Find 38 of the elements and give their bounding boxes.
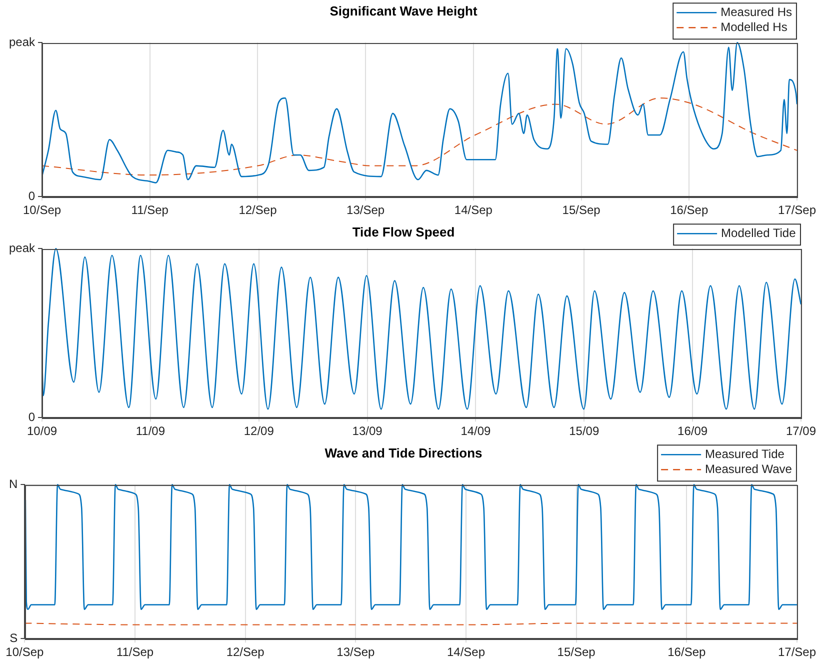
x-tick-label: 16/Sep xyxy=(670,203,708,218)
legend-label: Measured Wave xyxy=(705,462,792,476)
text: peak xyxy=(8,34,36,49)
chart-title: Significant Wave Height xyxy=(330,3,478,18)
x-tick-label: 11/Sep xyxy=(131,203,169,218)
legend-label: Modelled Hs xyxy=(720,20,788,34)
legend-label: Modelled Tide xyxy=(721,226,796,240)
x-tick-label: 14/Sep xyxy=(454,203,493,218)
chart-title: Wave and Tide Directions xyxy=(324,445,482,460)
x-tick-label: 17/Sep xyxy=(778,203,816,218)
x-tick-label: 12/Sep xyxy=(226,645,265,660)
legend-label: Measured Tide xyxy=(705,446,785,461)
x-tick-label: 10/Sep xyxy=(23,203,62,218)
x-tick-label: 10/09 xyxy=(27,424,58,438)
chart-title: Tide Flow Speed xyxy=(352,224,455,240)
x-tick-label: 10/Sep xyxy=(6,645,44,660)
x-tick-label: 13/09 xyxy=(352,424,383,438)
x-tick-label: 17/Sep xyxy=(778,645,816,660)
text: 0 xyxy=(28,410,36,424)
x-tick-label: 13/Sep xyxy=(346,203,385,218)
text: S xyxy=(10,630,18,645)
text: peak xyxy=(8,240,36,255)
x-tick-label: 11/Sep xyxy=(116,645,154,660)
x-tick-label: 14/Sep xyxy=(446,645,486,660)
legend-label: Measured Hs xyxy=(720,4,792,19)
x-tick-label: 15/Sep xyxy=(557,645,596,660)
x-tick-label: 17/09 xyxy=(786,424,816,438)
x-tick-label: 14/09 xyxy=(460,424,492,438)
x-tick-label: 13/Sep xyxy=(336,645,375,660)
text: N xyxy=(8,476,18,491)
text: 0 xyxy=(28,188,36,203)
x-tick-label: 12/09 xyxy=(244,424,274,438)
x-tick-label: 11/09 xyxy=(136,424,166,438)
x-tick-label: 15/Sep xyxy=(562,203,601,218)
x-tick-label: 16/Sep xyxy=(668,645,706,660)
x-tick-label: 12/Sep xyxy=(238,203,278,218)
x-tick-label: 15/09 xyxy=(569,424,600,438)
x-tick-label: 16/09 xyxy=(678,424,708,438)
